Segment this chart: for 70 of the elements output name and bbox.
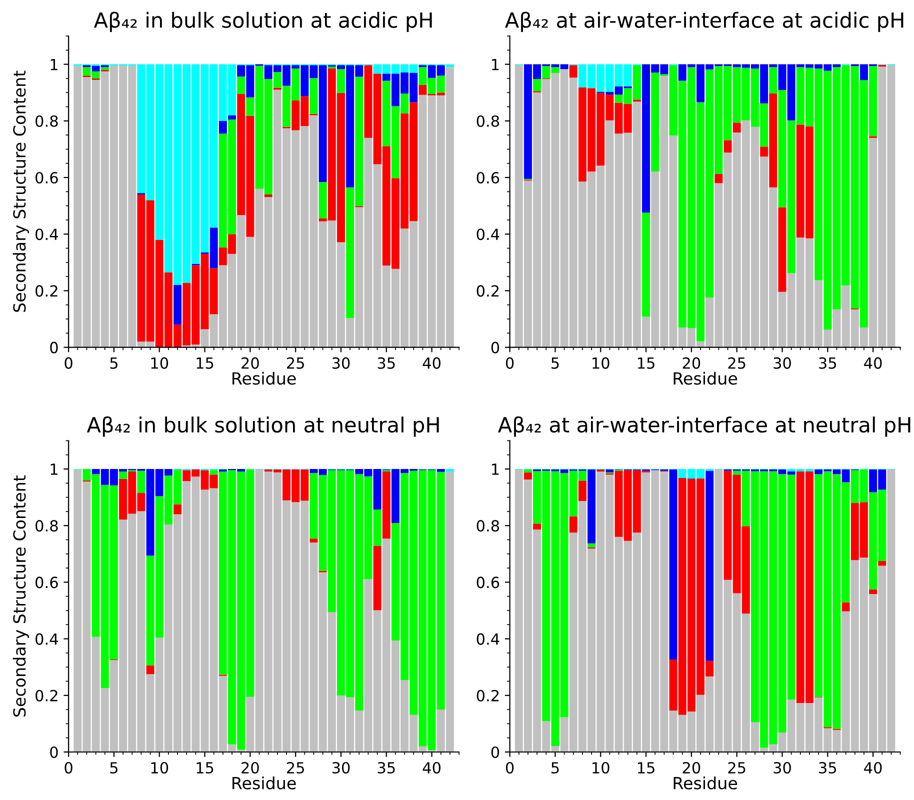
y-tick-label: 0.2 xyxy=(36,285,58,297)
y-axis-title: Secondary Structure Content xyxy=(12,475,29,717)
x-tick-label: 40 xyxy=(864,762,882,774)
x-tick-label: 40 xyxy=(422,357,440,369)
x-tick-label: 20 xyxy=(242,762,259,774)
y-tick-label: 0.8 xyxy=(476,115,500,127)
x-tick-label: 35 xyxy=(378,357,395,369)
y-tick-label: 1 xyxy=(50,58,58,70)
y-tick-label: 1 xyxy=(492,58,499,70)
x-tick-label: 10 xyxy=(592,762,610,774)
x-axis-title: Residue xyxy=(232,776,296,790)
y-tick-label: 0.2 xyxy=(476,285,499,297)
y-tick-label: 0.4 xyxy=(36,633,58,645)
x-tick-label: 35 xyxy=(819,357,836,369)
x-axis-title: Residue xyxy=(674,372,738,385)
y-tick-label: 0.8 xyxy=(476,520,500,532)
x-tick-label: 10 xyxy=(592,357,610,369)
x-tick-label: 25 xyxy=(286,762,304,774)
x-tick-label: 0 xyxy=(506,762,514,774)
chart-title: Aβ₄₂ in bulk solution at neutral pH xyxy=(86,416,439,437)
y-tick-label: 0.6 xyxy=(36,576,58,588)
chart-title: Aβ₄₂ at air-water-interface at acidic pH xyxy=(505,12,904,32)
x-tick-label: 10 xyxy=(151,762,168,774)
x-tick-label: 15 xyxy=(196,357,214,369)
x-tick-label: 35 xyxy=(378,762,395,774)
x-tick-label: 25 xyxy=(728,762,746,774)
x-tick-label: 25 xyxy=(286,357,304,369)
x-tick-label: 20 xyxy=(242,357,259,369)
y-tick-label: 0.6 xyxy=(476,172,500,184)
x-tick-label: 30 xyxy=(774,357,791,369)
y-tick-label: 0.6 xyxy=(476,576,500,588)
x-tick-label: 5 xyxy=(110,762,118,774)
x-tick-label: 5 xyxy=(110,357,118,369)
y-tick-label: 0.2 xyxy=(476,690,499,702)
x-tick-label: 0 xyxy=(64,357,72,369)
y-tick-label: 0 xyxy=(50,342,58,354)
x-tick-label: 5 xyxy=(552,357,559,369)
x-tick-label: 20 xyxy=(682,762,700,774)
x-tick-label: 30 xyxy=(332,357,350,369)
y-tick-label: 0.4 xyxy=(476,633,500,645)
x-axis-title: Residue xyxy=(674,776,738,790)
x-tick-label: 15 xyxy=(196,762,214,774)
chart-title: Aβ₄₂ at air-water-interface at neutral pH xyxy=(498,416,910,437)
y-tick-label: 0 xyxy=(491,342,500,354)
x-axis-title: Residue xyxy=(232,372,296,385)
x-tick-label: 0 xyxy=(506,357,514,369)
y-tick-label: 0 xyxy=(50,746,58,758)
x-tick-label: 5 xyxy=(552,762,559,774)
y-tick-label: 1 xyxy=(492,464,499,475)
x-tick-label: 40 xyxy=(422,762,440,774)
x-tick-label: 30 xyxy=(774,762,791,774)
y-tick-label: 0.6 xyxy=(36,172,58,184)
y-tick-label: 0.4 xyxy=(476,228,500,240)
x-tick-label: 20 xyxy=(682,357,700,369)
y-axis-title: Secondary Structure Content xyxy=(12,70,29,312)
x-tick-label: 15 xyxy=(638,357,654,369)
x-tick-label: 15 xyxy=(638,762,654,774)
chart-title: Aβ₄₂ in bulk solution at acidic pH xyxy=(94,12,432,32)
x-tick-label: 30 xyxy=(332,762,350,774)
x-tick-label: 10 xyxy=(151,357,168,369)
y-tick-label: 0.8 xyxy=(36,115,58,127)
x-tick-label: 35 xyxy=(819,762,836,774)
x-tick-label: 0 xyxy=(64,762,72,774)
y-tick-label: 1 xyxy=(50,464,58,475)
y-tick-label: 0 xyxy=(491,746,500,758)
x-tick-label: 25 xyxy=(728,357,746,369)
x-tick-label: 40 xyxy=(864,357,882,369)
y-tick-label: 0.4 xyxy=(36,228,58,240)
y-tick-label: 0.8 xyxy=(36,520,58,532)
y-tick-label: 0.2 xyxy=(36,690,58,702)
